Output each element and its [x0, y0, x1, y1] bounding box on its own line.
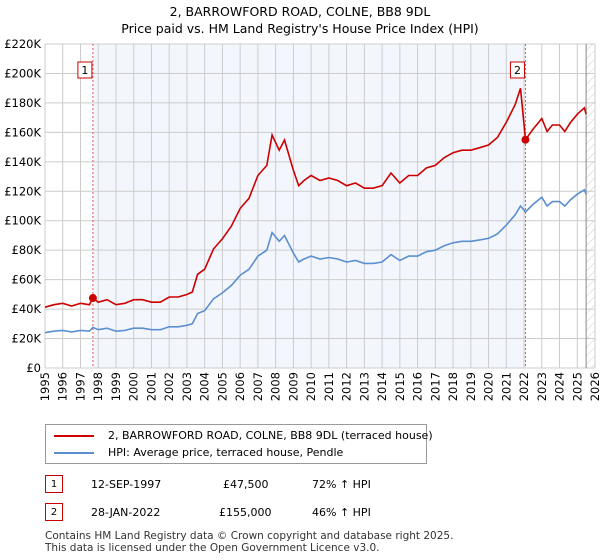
x-tick-label: 2025	[570, 372, 584, 401]
x-tick-label: 2023	[535, 372, 549, 401]
legend-label: HPI: Average price, terraced house, Pend…	[108, 446, 344, 459]
x-tick-label: 1996	[56, 372, 70, 401]
x-tick-label: 2002	[162, 372, 176, 401]
x-tick-label: 1999	[109, 372, 123, 401]
legend-label: 2, BARROWFORD ROAD, COLNE, BB8 9DL (terr…	[108, 429, 433, 442]
x-tick-label: 2000	[127, 372, 141, 401]
x-tick-label: 2007	[251, 372, 265, 401]
x-tick-label: 2011	[322, 372, 336, 401]
x-tick-label: 2019	[464, 372, 478, 401]
footer-line: Contains HM Land Registry data © Crown c…	[45, 530, 454, 542]
legend-swatch	[54, 451, 94, 454]
chart-subtitle: Price paid vs. HM Land Registry's House …	[121, 21, 479, 36]
x-tick-label: 2003	[180, 372, 194, 401]
legend: 2, BARROWFORD ROAD, COLNE, BB8 9DL (terr…	[45, 424, 433, 464]
y-tick-label: £100K	[4, 214, 41, 228]
x-tick-label: 2026	[588, 372, 600, 401]
y-tick-label: £160K	[4, 125, 41, 139]
chart: 1995 1996 1997 1998 1999 2000 2001 2002 2003 2004…	[4, 37, 600, 401]
x-tick-label: 2017	[428, 372, 442, 401]
table-row: 2 28-JAN-2022 £155,000 46% ↑ HPI	[45, 502, 371, 522]
y-tick-label: £140K	[4, 155, 41, 169]
sale-date: 12-SEP-1997	[91, 477, 162, 491]
hpi-line	[44, 188, 587, 334]
x-tick-label: 2020	[482, 372, 496, 401]
x-tick-label: 2004	[198, 372, 212, 401]
table-row: 1 12-SEP-1997 £47,500 72% ↑ HPI	[45, 474, 371, 494]
x-tick-label: 2001	[144, 372, 158, 401]
y-tick-label: £120K	[4, 184, 41, 198]
hatched-region	[586, 44, 595, 368]
y-tick-label: £40K	[12, 302, 42, 316]
x-tick-label: 2005	[215, 372, 229, 401]
x-tick-label: 2016	[411, 372, 425, 401]
sale-badge: 1	[45, 475, 63, 493]
legend-swatch	[54, 434, 94, 437]
sale-date: 28-JAN-2022	[91, 505, 161, 519]
x-tick-label: 1997	[73, 372, 87, 401]
x-tick-label: 2015	[393, 372, 407, 401]
sale-badge: 2	[45, 503, 63, 521]
y-tick-label: £60K	[12, 273, 42, 287]
sale-marker-box	[509, 61, 525, 79]
legend-item-hpi: HPI: Average price, terraced house, Pend…	[54, 446, 343, 459]
x-tick-label: 2024	[553, 372, 567, 401]
x-tick-label: 1998	[91, 372, 105, 401]
sale-hpi: 72% ↑ HPI	[312, 477, 371, 491]
y-tick-label: £180K	[4, 96, 41, 110]
x-tick-label: 2022	[517, 372, 531, 401]
x-tick-label: 2014	[375, 372, 389, 401]
y-tick-label: £20K	[12, 332, 42, 346]
sale-marker-label: 2	[514, 64, 521, 77]
sale-point	[521, 135, 530, 144]
sale-point	[88, 294, 97, 303]
footer-line: This data is licensed under the Open Gov…	[45, 542, 380, 554]
shaded-region	[92, 44, 526, 368]
x-tick-label: 2006	[233, 372, 247, 401]
price-line	[44, 87, 587, 308]
x-tick-label: 2018	[446, 372, 460, 401]
chart-title: 2, BARROWFORD ROAD, COLNE, BB8 9DL	[169, 4, 431, 19]
x-tick-label: 2021	[499, 372, 513, 401]
sale-price: £47,500	[223, 477, 269, 491]
sale-marker-box	[77, 61, 93, 79]
y-tick-label: £200K	[4, 66, 41, 80]
x-tick-label: 2012	[340, 372, 354, 401]
sale-hpi: 46% ↑ HPI	[312, 505, 371, 519]
x-tick-label: 2013	[357, 372, 371, 401]
x-tick-label: 1995	[38, 372, 52, 401]
x-tick-label: 2008	[269, 372, 283, 401]
y-tick-label: £220K	[4, 37, 41, 51]
x-tick-label: 2010	[304, 372, 318, 401]
legend-item-price: 2, BARROWFORD ROAD, COLNE, BB8 9DL (terr…	[54, 429, 433, 442]
sale-marker-label: 1	[81, 64, 88, 77]
y-tick-label: £80K	[12, 243, 42, 257]
sale-price: £155,000	[219, 505, 272, 519]
x-tick-label: 2009	[286, 372, 300, 401]
y-tick-label: £0	[26, 361, 41, 375]
